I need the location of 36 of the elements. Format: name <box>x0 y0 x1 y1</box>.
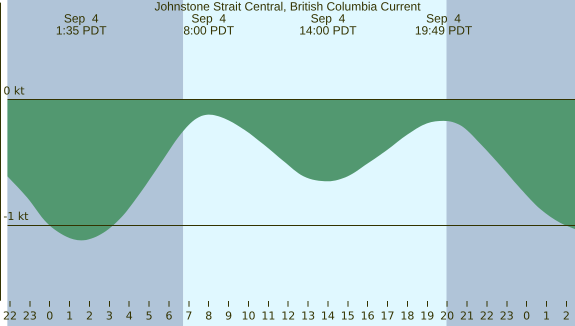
x-tick-label: 23 <box>22 309 37 322</box>
x-tick-label: 3 <box>106 309 113 322</box>
x-tick-label: 9 <box>225 309 232 322</box>
x-tick-label: 11 <box>261 309 276 322</box>
x-tick-label: 1 <box>66 309 74 322</box>
x-tick-label: 4 <box>126 309 133 322</box>
x-tick-label: 5 <box>146 309 153 322</box>
x-tick-label: 17 <box>380 309 395 322</box>
x-tick-label: 22 <box>480 309 494 322</box>
x-tick-label: 16 <box>360 309 375 322</box>
x-tick-label: 13 <box>301 309 316 322</box>
x-tick-label: 2 <box>86 309 93 322</box>
x-tick-label: 15 <box>340 309 355 322</box>
x-tick-label: 22 <box>3 309 17 322</box>
x-tick-label: 0 <box>523 309 530 322</box>
x-tick-label: 14 <box>320 309 335 322</box>
x-tick-label: 1 <box>543 309 550 322</box>
y-tick-label: 0 kt <box>3 84 26 98</box>
x-tick-label: 7 <box>185 309 192 322</box>
x-tick-label: 20 <box>440 309 454 322</box>
x-tick-label: 21 <box>460 309 474 322</box>
annotation: Sep 4 19:49 PDT <box>414 11 473 38</box>
x-tick-label: 12 <box>281 309 296 322</box>
x-tick-label: 19 <box>420 309 434 322</box>
x-tick-label: 23 <box>500 309 514 322</box>
x-tick-label: 0 <box>46 309 54 322</box>
x-tick-label: 10 <box>241 309 256 322</box>
x-tick-label: 8 <box>205 309 212 322</box>
x-tick-label: 2 <box>562 309 570 322</box>
chart-title: Johnstone Strait Central, British Columbia Current <box>154 0 422 14</box>
y-tick-label: -1 kt <box>3 210 30 224</box>
annotation: Sep 4 14:00 PDT <box>299 11 358 38</box>
x-tick-label: 6 <box>165 309 172 322</box>
x-tick-label: 18 <box>400 309 414 322</box>
annotation: Sep 4 1:35 PDT <box>56 11 108 38</box>
annotation: Sep 4 8:00 PDT <box>183 11 235 38</box>
